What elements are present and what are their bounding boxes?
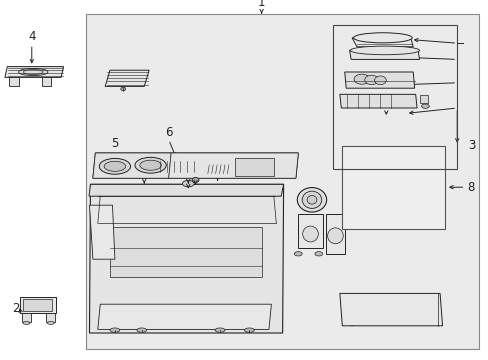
Bar [332,25,456,169]
Ellipse shape [351,193,381,217]
Bar [389,211,401,218]
Ellipse shape [140,160,161,170]
Polygon shape [168,153,298,178]
Ellipse shape [104,161,125,171]
Bar [386,157,412,173]
Ellipse shape [297,188,326,212]
Bar [110,227,261,277]
Polygon shape [5,67,63,77]
Ellipse shape [421,104,428,108]
Ellipse shape [156,160,197,173]
Bar [389,189,401,196]
Ellipse shape [314,252,322,256]
Ellipse shape [121,87,125,91]
Polygon shape [93,153,298,178]
Polygon shape [46,313,55,322]
Polygon shape [351,38,412,47]
Polygon shape [339,293,442,326]
Text: 3: 3 [467,139,474,152]
Text: 7: 7 [247,157,255,170]
Bar [234,158,273,176]
Polygon shape [98,304,271,329]
Ellipse shape [349,46,419,55]
Ellipse shape [110,328,120,332]
Polygon shape [339,94,416,108]
Polygon shape [89,205,115,259]
Ellipse shape [182,180,194,187]
Ellipse shape [137,328,146,332]
Ellipse shape [244,328,254,332]
Polygon shape [23,299,52,311]
Text: 2: 2 [12,302,20,315]
Ellipse shape [351,172,381,197]
Ellipse shape [135,157,166,173]
Polygon shape [344,72,414,88]
Ellipse shape [99,158,130,174]
Bar [325,214,345,254]
Ellipse shape [353,33,411,43]
Bar [404,190,412,196]
Text: 6: 6 [164,126,172,139]
Ellipse shape [294,252,302,256]
Bar [298,214,322,248]
Polygon shape [349,50,419,59]
Polygon shape [22,313,31,322]
Polygon shape [9,77,19,86]
Polygon shape [105,70,149,86]
Bar [387,158,399,172]
Polygon shape [205,165,229,174]
Polygon shape [93,153,171,178]
Bar [419,95,427,103]
Polygon shape [20,297,56,313]
Polygon shape [41,77,51,86]
Text: 4: 4 [28,30,36,43]
Text: 5: 5 [111,137,119,150]
Ellipse shape [192,177,199,183]
Ellipse shape [19,68,48,76]
Ellipse shape [302,191,321,208]
Ellipse shape [364,75,378,85]
Ellipse shape [353,74,369,84]
Ellipse shape [356,197,376,214]
Ellipse shape [215,175,220,178]
Ellipse shape [356,176,376,193]
Ellipse shape [306,195,316,204]
Text: 8: 8 [466,181,473,194]
Ellipse shape [102,163,142,175]
Bar [404,212,412,218]
Ellipse shape [327,228,343,244]
Bar [342,146,444,229]
Polygon shape [89,184,283,196]
Bar [85,14,478,349]
Ellipse shape [215,328,224,332]
Bar [400,166,410,172]
Ellipse shape [47,321,54,324]
Polygon shape [89,184,283,333]
Ellipse shape [302,226,318,242]
Ellipse shape [23,321,30,324]
Ellipse shape [374,76,386,85]
Text: 1: 1 [257,0,265,9]
